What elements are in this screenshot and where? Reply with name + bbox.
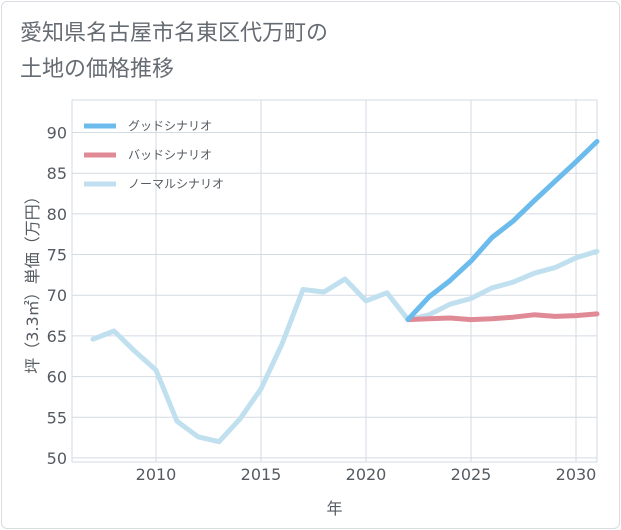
x-tick-label: 2015 <box>241 465 282 484</box>
series-line-good <box>405 139 600 323</box>
y-axis-label: 坪（3.3㎡）単価（万円） <box>23 188 42 373</box>
x-tick-label: 2010 <box>136 465 177 484</box>
y-tick-label: 85 <box>47 164 67 183</box>
y-tick-label: 50 <box>47 449 67 468</box>
x-tick-label: 2020 <box>346 465 387 484</box>
plot-frame <box>71 99 598 463</box>
series-lines <box>90 139 600 445</box>
x-tick-label: 2030 <box>556 465 597 484</box>
legend-label: グッドシナリオ <box>128 119 212 133</box>
y-tick-label: 90 <box>47 124 67 143</box>
x-tick-label: 2025 <box>451 465 492 484</box>
legend-label: バッドシナリオ <box>128 148 212 162</box>
y-tick-label: 70 <box>47 286 67 305</box>
y-tick-label: 55 <box>47 408 67 427</box>
series-line-bad <box>405 311 600 323</box>
y-tick-label: 80 <box>47 205 67 224</box>
legend-label: ノーマルシナリオ <box>128 177 224 191</box>
chart-title: 愛知県名古屋市名東区代万町の 土地の価格推移 <box>20 21 329 82</box>
tick-labels: 50 55 60 65 70 75 80 85 90 2010 2015 2020 2025 2030 <box>47 124 597 484</box>
y-tick-label: 65 <box>47 327 67 346</box>
x-axis-label: 年 <box>326 499 342 518</box>
series-line-normal <box>90 248 600 445</box>
y-tick-label: 60 <box>47 368 67 387</box>
y-tick-label: 75 <box>47 246 67 265</box>
